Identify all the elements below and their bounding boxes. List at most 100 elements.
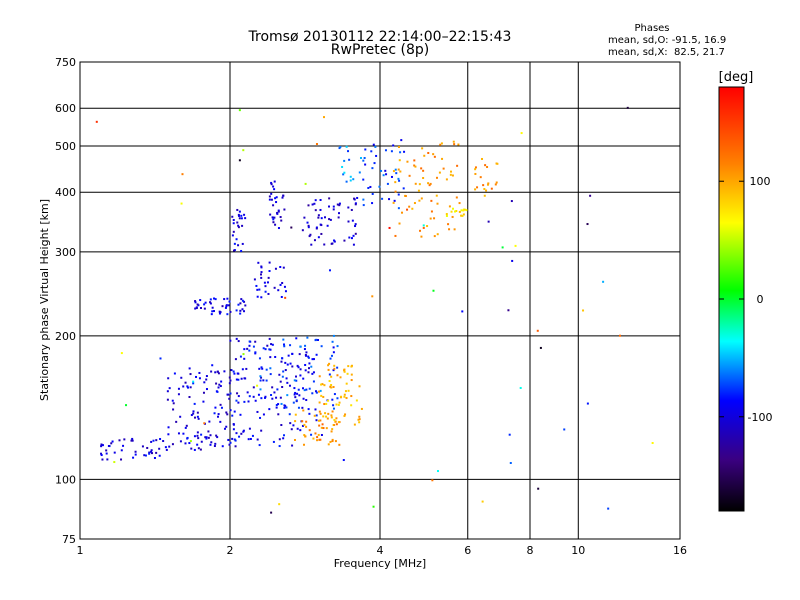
- data-point: [347, 389, 350, 392]
- data-point: [430, 210, 433, 213]
- y-tick-label: 75: [62, 533, 76, 546]
- data-point: [248, 340, 251, 343]
- data-point: [429, 182, 432, 185]
- data-point: [290, 226, 293, 229]
- data-point: [277, 289, 280, 292]
- data-point: [237, 378, 240, 381]
- data-point: [350, 208, 353, 211]
- y-axis-ticks: 75 100 200 300 400 500 600 750: [55, 56, 76, 546]
- data-point: [291, 444, 294, 447]
- data-point: [453, 228, 456, 231]
- data-point: [220, 406, 223, 409]
- data-point: [582, 309, 585, 312]
- data-point: [353, 423, 356, 426]
- data-point: [337, 403, 340, 406]
- data-point: [342, 459, 345, 462]
- data-point: [318, 419, 321, 422]
- data-point: [244, 377, 247, 380]
- data-point: [403, 150, 406, 153]
- data-point: [280, 402, 283, 405]
- data-point: [246, 391, 249, 394]
- data-point: [120, 458, 123, 461]
- data-point: [305, 351, 308, 354]
- data-point: [371, 202, 374, 205]
- data-point: [272, 204, 275, 207]
- data-point: [287, 354, 290, 357]
- data-point: [283, 406, 286, 409]
- data-point: [520, 132, 523, 135]
- data-point: [370, 150, 373, 153]
- data-point: [352, 243, 355, 246]
- colorbar-ticks: 100 0 -100: [719, 175, 772, 424]
- data-point: [266, 344, 269, 347]
- data-point: [243, 400, 246, 403]
- data-point: [227, 438, 230, 441]
- data-point: [486, 183, 489, 186]
- data-point: [207, 436, 210, 439]
- data-point: [334, 440, 337, 443]
- data-point: [267, 276, 270, 279]
- data-point: [279, 265, 282, 268]
- data-point: [537, 487, 540, 490]
- data-point: [332, 346, 335, 349]
- data-point: [274, 267, 277, 270]
- data-point: [159, 437, 162, 440]
- data-point: [244, 304, 247, 307]
- data-point: [168, 445, 171, 448]
- data-point: [330, 354, 333, 357]
- y-tick-label: 400: [55, 186, 76, 199]
- data-point: [307, 226, 310, 229]
- data-point: [259, 416, 262, 419]
- data-point: [265, 368, 268, 371]
- data-point: [237, 395, 240, 398]
- data-point: [204, 301, 207, 304]
- data-point: [289, 422, 292, 425]
- data-point: [260, 266, 263, 269]
- data-point: [343, 414, 346, 417]
- data-point: [229, 392, 232, 395]
- data-point: [205, 388, 208, 391]
- data-point: [237, 303, 240, 306]
- data-point: [388, 198, 391, 201]
- data-point: [320, 345, 323, 348]
- data-point: [314, 432, 317, 435]
- data-point: [242, 430, 245, 433]
- data-point: [422, 177, 425, 180]
- data-point: [226, 313, 229, 316]
- data-point: [188, 395, 191, 398]
- data-point: [209, 301, 212, 304]
- data-point: [289, 344, 292, 347]
- data-point: [408, 174, 411, 177]
- data-point: [240, 377, 243, 380]
- x-axis-label: Frequency [MHz]: [334, 557, 426, 570]
- data-point: [268, 408, 271, 411]
- data-point: [464, 208, 467, 211]
- data-point: [218, 312, 221, 315]
- data-point: [141, 445, 144, 448]
- data-point: [511, 259, 514, 262]
- data-point: [240, 214, 243, 217]
- data-point: [257, 393, 260, 396]
- data-point: [234, 358, 237, 361]
- data-point: [164, 446, 167, 449]
- data-point: [301, 406, 304, 409]
- data-point: [254, 351, 257, 354]
- data-point: [318, 401, 321, 404]
- data-point: [501, 246, 504, 249]
- data-point: [299, 345, 302, 348]
- data-point: [260, 276, 263, 279]
- data-point: [268, 198, 271, 201]
- data-point: [306, 221, 309, 224]
- data-point: [235, 238, 238, 241]
- data-point: [196, 415, 199, 418]
- data-point: [225, 305, 228, 308]
- data-point: [367, 187, 370, 190]
- data-point: [268, 348, 271, 351]
- data-point: [357, 418, 360, 421]
- data-point: [282, 194, 285, 197]
- data-point: [338, 212, 341, 215]
- data-point: [418, 183, 421, 186]
- data-point: [180, 376, 183, 379]
- data-point: [350, 373, 353, 376]
- data-point: [327, 364, 330, 367]
